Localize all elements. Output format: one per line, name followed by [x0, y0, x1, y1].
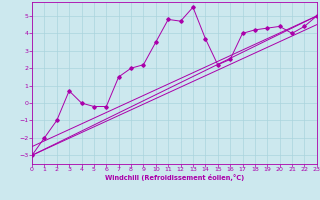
X-axis label: Windchill (Refroidissement éolien,°C): Windchill (Refroidissement éolien,°C)	[105, 174, 244, 181]
